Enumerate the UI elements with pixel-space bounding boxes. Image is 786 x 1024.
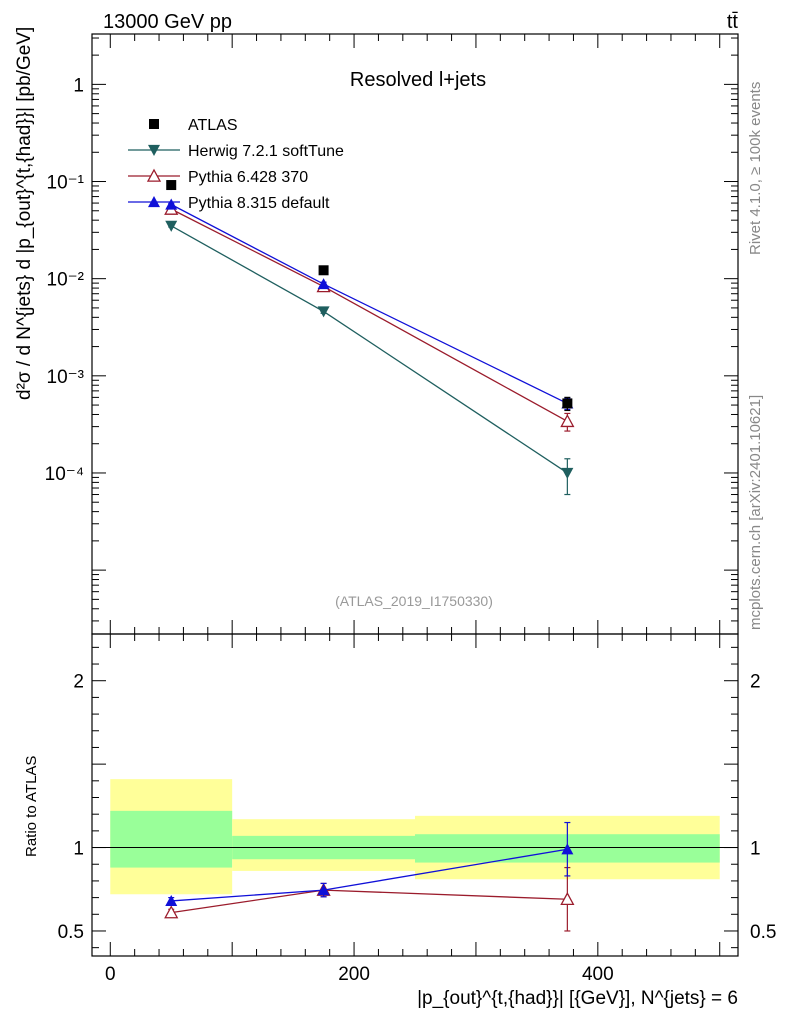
y-tick-label-ratio-right: 1 [750, 839, 761, 860]
y-tick-label-main: 10⁻¹ [47, 173, 85, 194]
herwig-marker [165, 220, 178, 232]
legend: ATLAS Herwig 7.2.1 softTune Pythia 6.428 3… [128, 117, 344, 212]
herwig-marker [148, 144, 160, 156]
process-label: tt̄ [727, 11, 739, 33]
legend-label: ATLAS [188, 117, 238, 134]
pythia6-marker [164, 905, 179, 919]
pythia8-marker [165, 198, 178, 210]
pythia8-marker [148, 196, 160, 208]
herwig-marker [317, 306, 330, 318]
pythia8-marker [165, 894, 178, 907]
analysis-id: (ATLAS_2019_I1750330) [335, 593, 493, 609]
x-axis-label: |p_{out}^{t,{had}}| [{GeV}], N^{jets} = … [417, 988, 738, 1009]
ratio-band-stat [110, 810, 233, 868]
atlas-marker [166, 180, 177, 191]
series-line [170, 208, 568, 422]
pythia8-marker [561, 843, 574, 855]
y-tick-label-ratio: 2 [73, 672, 84, 693]
y-tick-label-main: 10⁻² [47, 270, 85, 291]
legend-label: Pythia 8.315 default [188, 195, 330, 212]
energy-label: 13000 GeV pp [103, 11, 232, 33]
pythia6-marker [560, 413, 575, 428]
pythia8-marker [317, 884, 330, 896]
series-line [170, 203, 568, 404]
pythia6-marker [560, 891, 575, 906]
series-line [170, 225, 568, 474]
legend-marker [149, 119, 159, 129]
y-tick-label-ratio: 1 [73, 839, 84, 860]
atlas-marker [562, 398, 573, 409]
chart-title: Resolved l+jets [350, 69, 486, 91]
source-label: mcplots.cern.ch [arXiv:2401.10621] [747, 395, 764, 630]
atlas-marker [318, 265, 329, 276]
x-tick-label: 400 [582, 964, 614, 985]
legend-label: Herwig 7.2.1 softTune [188, 143, 344, 160]
y-tick-label-ratio-right: 2 [750, 672, 761, 693]
y-tick-label-main: 10⁻³ [47, 367, 85, 388]
y-axis-label-ratio: Ratio to ATLAS [23, 756, 40, 857]
legend-label: Pythia 6.428 370 [188, 169, 308, 186]
ratio-frame [91, 633, 739, 957]
y-axis-label-main: d²σ / d N^{jets} d |p_{out}^{t,{had}}| [… [14, 27, 35, 400]
y-tick-label-ratio: 0.5 [58, 922, 84, 943]
pythia8-marker [317, 278, 330, 290]
y-tick-label-ratio-right: 0.5 [750, 922, 776, 943]
herwig-marker [561, 467, 574, 479]
x-tick-label: 0 [105, 964, 116, 985]
rivet-label: Rivet 4.1.0, ≥ 100k events [747, 82, 764, 255]
y-tick-label-main: 10⁻⁴ [45, 464, 84, 485]
pythia6-marker [146, 168, 162, 182]
y-tick-label-main: 1 [73, 75, 84, 96]
x-tick-label: 200 [338, 964, 370, 985]
ratio-panel: 0.5 0.5 1 1 2 2 0 200 400 [58, 633, 776, 985]
